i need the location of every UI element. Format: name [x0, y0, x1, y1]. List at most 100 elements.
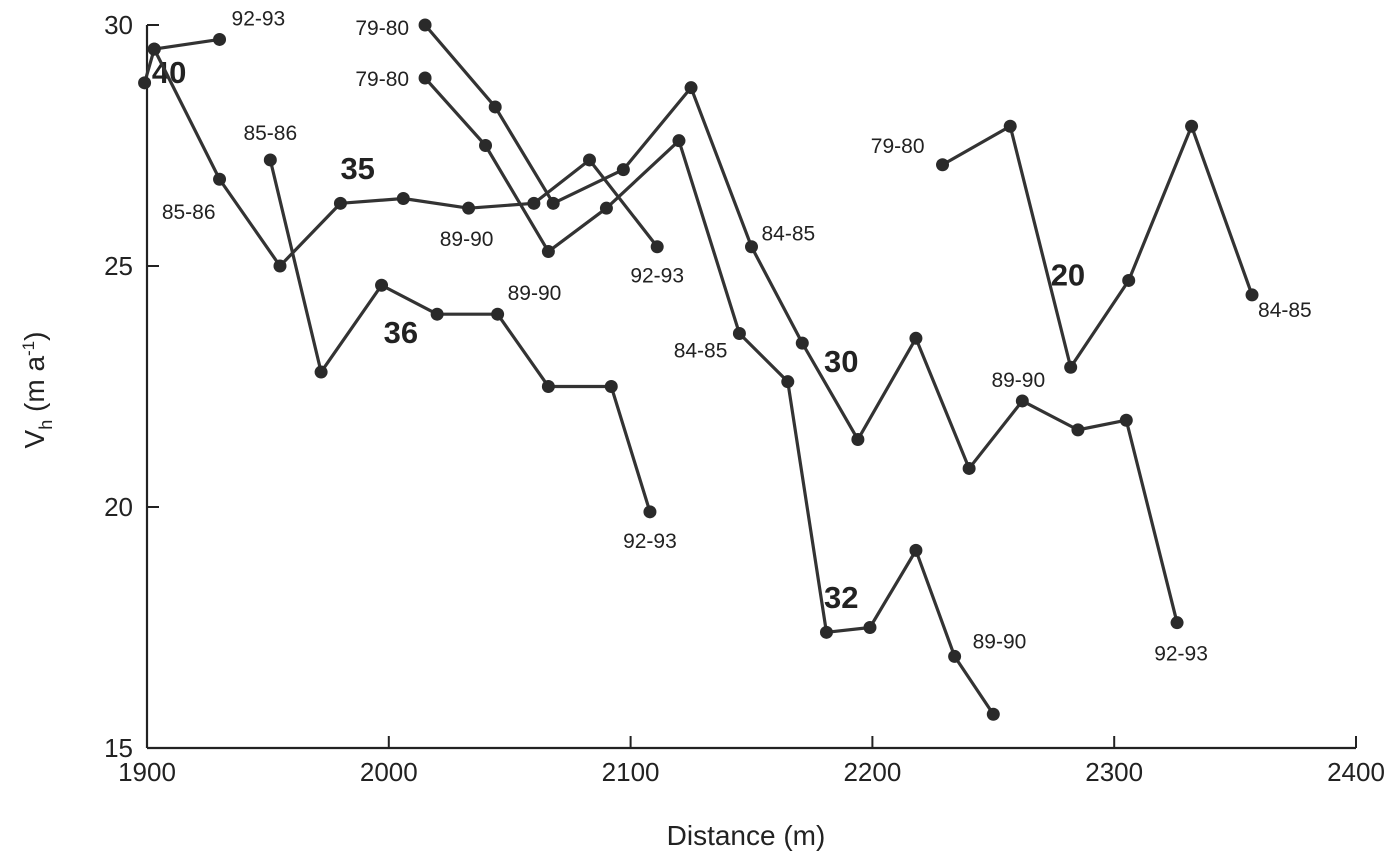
point-label: 89-90 — [973, 630, 1027, 653]
x-tick-label: 1900 — [118, 757, 176, 787]
data-point — [863, 621, 877, 634]
point-label: 79-80 — [871, 135, 925, 158]
data-point — [732, 326, 746, 340]
data-point — [430, 307, 444, 321]
point-label: 92-93 — [1154, 643, 1208, 666]
data-point — [546, 196, 560, 210]
y-tick-label: 30 — [104, 10, 133, 40]
data-point — [781, 375, 795, 389]
data-point — [643, 505, 657, 519]
data-point — [375, 278, 389, 292]
y-axis-title-exponent: -1 — [19, 341, 38, 356]
series-name-label: 30 — [824, 344, 858, 379]
data-point — [986, 707, 1000, 721]
y-axis-title-subscript: h — [36, 420, 56, 430]
point-label: 79-80 — [355, 17, 409, 40]
y-tick-label: 20 — [104, 492, 133, 522]
data-point — [527, 196, 541, 210]
data-point — [418, 71, 432, 85]
point-label: 79-80 — [355, 68, 409, 91]
data-point — [138, 76, 152, 90]
series-36: 85-86 89-90 92-93 36 — [243, 122, 676, 553]
data-point — [851, 433, 865, 447]
series-30: 79-80 84-85 89-90 92-93 30 — [355, 17, 1208, 666]
data-point — [616, 163, 630, 177]
data-point — [418, 18, 432, 32]
data-point — [314, 365, 328, 379]
y-axis-title-symbol: V — [19, 429, 50, 448]
data-point — [273, 259, 287, 273]
x-tick-label: 2000 — [360, 757, 418, 787]
data-point — [263, 153, 277, 167]
data-point — [795, 336, 809, 350]
data-point — [745, 240, 758, 254]
data-point — [1071, 423, 1085, 437]
point-label: 84-85 — [674, 339, 728, 362]
data-point — [672, 134, 686, 148]
data-point — [491, 307, 505, 321]
point-label: 92-93 — [232, 7, 286, 30]
data-point — [1015, 394, 1029, 408]
x-tick-label: 2100 — [602, 757, 660, 787]
data-point — [948, 649, 962, 663]
y-axis-title: Vh (m a-1) — [19, 332, 56, 449]
data-point — [333, 196, 347, 210]
data-point — [909, 331, 923, 345]
series-32: 79-80 84-85 89-90 32 — [355, 68, 1026, 721]
data-point — [604, 380, 618, 393]
data-point — [684, 81, 698, 95]
data-point — [541, 245, 555, 259]
ticks: 1900 2000 2100 2200 2300 2400 15 20 25 30 — [104, 10, 1385, 787]
x-tick-label: 2400 — [1327, 757, 1385, 787]
y-tick-label: 25 — [104, 251, 133, 281]
data-point — [962, 461, 976, 475]
point-label: 84-85 — [762, 223, 816, 246]
data-point — [213, 32, 227, 46]
point-label: 92-93 — [630, 265, 684, 288]
data-point — [1064, 360, 1078, 374]
point-label: 89-90 — [508, 282, 562, 305]
x-tick-label: 2300 — [1085, 757, 1143, 787]
data-point — [462, 201, 476, 215]
data-point — [819, 625, 833, 639]
data-point — [1003, 119, 1017, 133]
point-label: 92-93 — [623, 530, 677, 553]
point-label: 85-86 — [243, 122, 297, 145]
series-line-36 — [268, 159, 652, 513]
data-point — [1170, 616, 1184, 630]
data-point — [1245, 288, 1259, 302]
point-label: 89-90 — [440, 228, 494, 251]
data-point — [541, 380, 555, 393]
data-point — [1119, 413, 1133, 427]
data-point — [936, 158, 950, 172]
data-point — [147, 42, 161, 56]
y-tick-label: 15 — [104, 733, 133, 763]
series-name-label: 20 — [1051, 257, 1085, 292]
data-point — [582, 153, 596, 167]
series-20: 79-80 84-85 20 — [871, 119, 1312, 374]
data-point — [488, 100, 502, 114]
axes — [145, 25, 1356, 750]
y-axis-title-unit-close: ) — [19, 332, 50, 341]
series-35: 85-86 89-90 92-93 35 — [147, 42, 684, 288]
data-point — [479, 139, 493, 152]
point-label: 85-86 — [162, 201, 216, 224]
data-point — [599, 201, 613, 215]
data-point — [909, 543, 923, 557]
x-axis-title: Distance (m) — [667, 820, 826, 851]
series-line-30 — [423, 23, 1179, 624]
y-axis-title-unit: (m a — [19, 356, 50, 420]
x-tick-label: 2200 — [843, 757, 901, 787]
data-point — [1185, 119, 1199, 133]
series-name-label: 32 — [824, 580, 858, 615]
data-point — [396, 192, 410, 206]
point-label: 84-85 — [1258, 299, 1312, 322]
series-line-32 — [423, 76, 995, 716]
series-name-label: 35 — [340, 151, 374, 186]
data-point — [650, 240, 664, 254]
series-name-label: 36 — [384, 315, 418, 350]
series-layer: 92-93 40 85-86 89-90 92-93 35 85-86 89-90 92-93 3… — [138, 7, 1312, 721]
point-label: 89-90 — [991, 369, 1045, 392]
series-name-label: 40 — [152, 55, 186, 90]
